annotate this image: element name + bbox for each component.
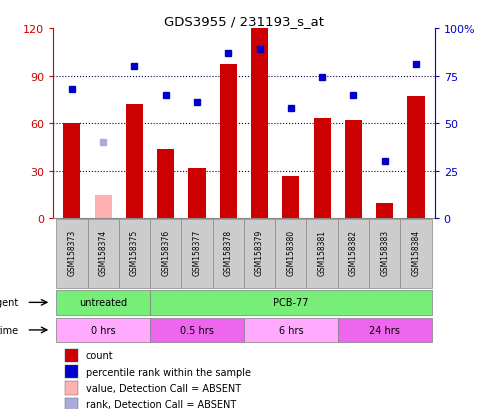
Bar	[313, 119, 331, 219]
FancyBboxPatch shape	[150, 220, 181, 288]
FancyBboxPatch shape	[244, 220, 275, 288]
Bar	[95, 195, 112, 219]
Text: GSM158378: GSM158378	[224, 230, 233, 275]
Bar	[251, 29, 268, 219]
Bar	[65, 382, 78, 394]
FancyBboxPatch shape	[150, 290, 432, 315]
Title: GDS3955 / 231193_s_at: GDS3955 / 231193_s_at	[164, 15, 324, 28]
FancyBboxPatch shape	[275, 220, 307, 288]
Bar	[65, 366, 78, 378]
Text: 0.5 hrs: 0.5 hrs	[180, 325, 214, 335]
FancyBboxPatch shape	[119, 220, 150, 288]
Text: GSM158374: GSM158374	[99, 229, 108, 275]
Text: 0 hrs: 0 hrs	[91, 325, 115, 335]
Bar	[188, 168, 206, 219]
Text: GSM158373: GSM158373	[68, 229, 76, 275]
FancyBboxPatch shape	[87, 220, 119, 288]
FancyBboxPatch shape	[338, 318, 432, 342]
FancyBboxPatch shape	[150, 318, 244, 342]
Text: value, Detection Call = ABSENT: value, Detection Call = ABSENT	[85, 383, 241, 393]
Text: GSM158377: GSM158377	[193, 229, 201, 275]
Text: untreated: untreated	[79, 298, 127, 308]
Text: 24 hrs: 24 hrs	[369, 325, 400, 335]
Bar	[376, 203, 393, 219]
Bar	[63, 124, 81, 219]
FancyBboxPatch shape	[213, 220, 244, 288]
FancyBboxPatch shape	[369, 220, 400, 288]
Text: percentile rank within the sample: percentile rank within the sample	[85, 367, 251, 377]
Text: GSM158384: GSM158384	[412, 230, 420, 275]
FancyBboxPatch shape	[338, 220, 369, 288]
Text: GSM158381: GSM158381	[318, 230, 327, 275]
FancyBboxPatch shape	[56, 318, 150, 342]
Bar	[65, 398, 78, 411]
Text: time: time	[0, 325, 19, 335]
Text: GSM158376: GSM158376	[161, 229, 170, 275]
Text: PCB-77: PCB-77	[273, 298, 309, 308]
FancyBboxPatch shape	[307, 220, 338, 288]
Text: 6 hrs: 6 hrs	[279, 325, 303, 335]
Bar	[65, 349, 78, 362]
Text: GSM158380: GSM158380	[286, 230, 295, 275]
Bar	[220, 65, 237, 219]
Bar	[407, 97, 425, 219]
FancyBboxPatch shape	[244, 318, 338, 342]
FancyBboxPatch shape	[56, 220, 87, 288]
Bar	[157, 149, 174, 219]
Text: GSM158379: GSM158379	[255, 229, 264, 275]
Text: count: count	[85, 351, 113, 361]
FancyBboxPatch shape	[400, 220, 432, 288]
Text: GSM158375: GSM158375	[130, 229, 139, 275]
Text: GSM158383: GSM158383	[380, 230, 389, 275]
FancyBboxPatch shape	[56, 290, 150, 315]
Text: GSM158382: GSM158382	[349, 230, 358, 275]
Bar	[282, 176, 299, 219]
FancyBboxPatch shape	[181, 220, 213, 288]
Text: agent: agent	[0, 298, 19, 308]
Bar	[126, 105, 143, 219]
Text: rank, Detection Call = ABSENT: rank, Detection Call = ABSENT	[85, 399, 236, 409]
Bar	[345, 121, 362, 219]
